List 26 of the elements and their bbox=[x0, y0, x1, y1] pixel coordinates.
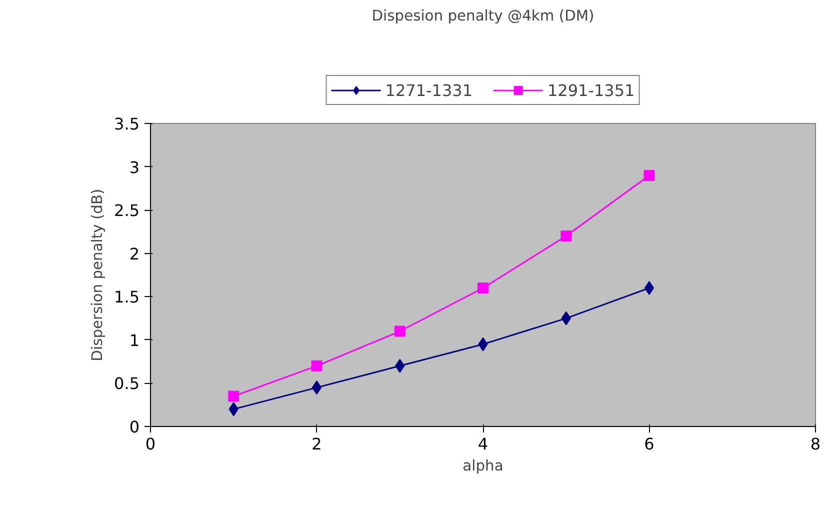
legend-label: 1291-1351 bbox=[548, 80, 635, 100]
y-tick-label: 1.5 bbox=[114, 288, 140, 307]
y-tick-label: 0 bbox=[129, 418, 140, 436]
point bbox=[560, 230, 572, 242]
x-tick-label: 0 bbox=[145, 434, 156, 454]
point bbox=[644, 280, 654, 295]
point bbox=[311, 360, 322, 372]
point bbox=[644, 170, 655, 181]
y-tick-label: 0.5 bbox=[114, 374, 140, 394]
y-tick-label: 2 bbox=[129, 244, 140, 264]
x-tick-label: 8 bbox=[810, 434, 821, 454]
y-axis-title: Dispersion penalty (dB) bbox=[89, 188, 106, 362]
y-tick-label: 3 bbox=[129, 158, 140, 177]
point bbox=[312, 380, 322, 395]
x-tick-label: 4 bbox=[478, 434, 488, 454]
legend-label: 1271-1331 bbox=[385, 80, 472, 100]
point bbox=[478, 282, 488, 294]
y-tick-label: 2.5 bbox=[114, 201, 140, 220]
point bbox=[394, 326, 406, 337]
x-tick-label: 2 bbox=[312, 434, 322, 454]
chart-title: Dispesion penalty @4km (DM) bbox=[372, 8, 594, 24]
y-tick-label: 3.5 bbox=[114, 114, 140, 134]
point bbox=[228, 390, 240, 402]
y-tick-label: 1 bbox=[129, 330, 140, 350]
x-tick-label: 6 bbox=[644, 434, 654, 454]
x-axis-title: alpha bbox=[462, 458, 504, 474]
